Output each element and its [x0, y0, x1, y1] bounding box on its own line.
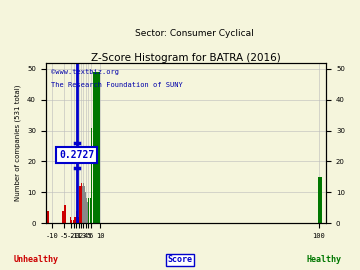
Text: Healthy: Healthy [306, 255, 342, 264]
Bar [90, 198, 91, 223]
Text: Score: Score [167, 255, 193, 264]
Text: 0.2727: 0.2727 [59, 150, 94, 160]
Bar [83, 180, 84, 223]
Bar [86, 198, 87, 223]
Bar [78, 198, 79, 223]
Bar [64, 205, 66, 223]
Bar [94, 72, 100, 223]
Text: The Research Foundation of SUNY: The Research Foundation of SUNY [51, 82, 183, 88]
Bar [84, 186, 85, 223]
Bar [76, 211, 77, 223]
Bar [70, 217, 71, 223]
Text: Sector: Consumer Cyclical: Sector: Consumer Cyclical [135, 29, 254, 38]
Bar [88, 198, 89, 223]
Text: ©www.textbiz.org: ©www.textbiz.org [51, 69, 120, 75]
Bar [77, 217, 78, 223]
Bar [79, 186, 80, 223]
Bar [74, 217, 75, 223]
Bar [81, 183, 82, 223]
Bar [91, 127, 92, 223]
Bar [62, 211, 64, 223]
Text: Unhealthy: Unhealthy [14, 255, 58, 264]
Title: Z-Score Histogram for BATRA (2016): Z-Score Histogram for BATRA (2016) [91, 53, 281, 63]
Bar [75, 217, 76, 223]
Y-axis label: Number of companies (531 total): Number of companies (531 total) [15, 85, 22, 201]
Bar [318, 177, 323, 223]
Bar [71, 220, 72, 223]
Bar [73, 220, 74, 223]
Bar [80, 186, 81, 223]
Bar [85, 192, 86, 223]
Bar [82, 186, 83, 223]
Bar [47, 211, 49, 223]
